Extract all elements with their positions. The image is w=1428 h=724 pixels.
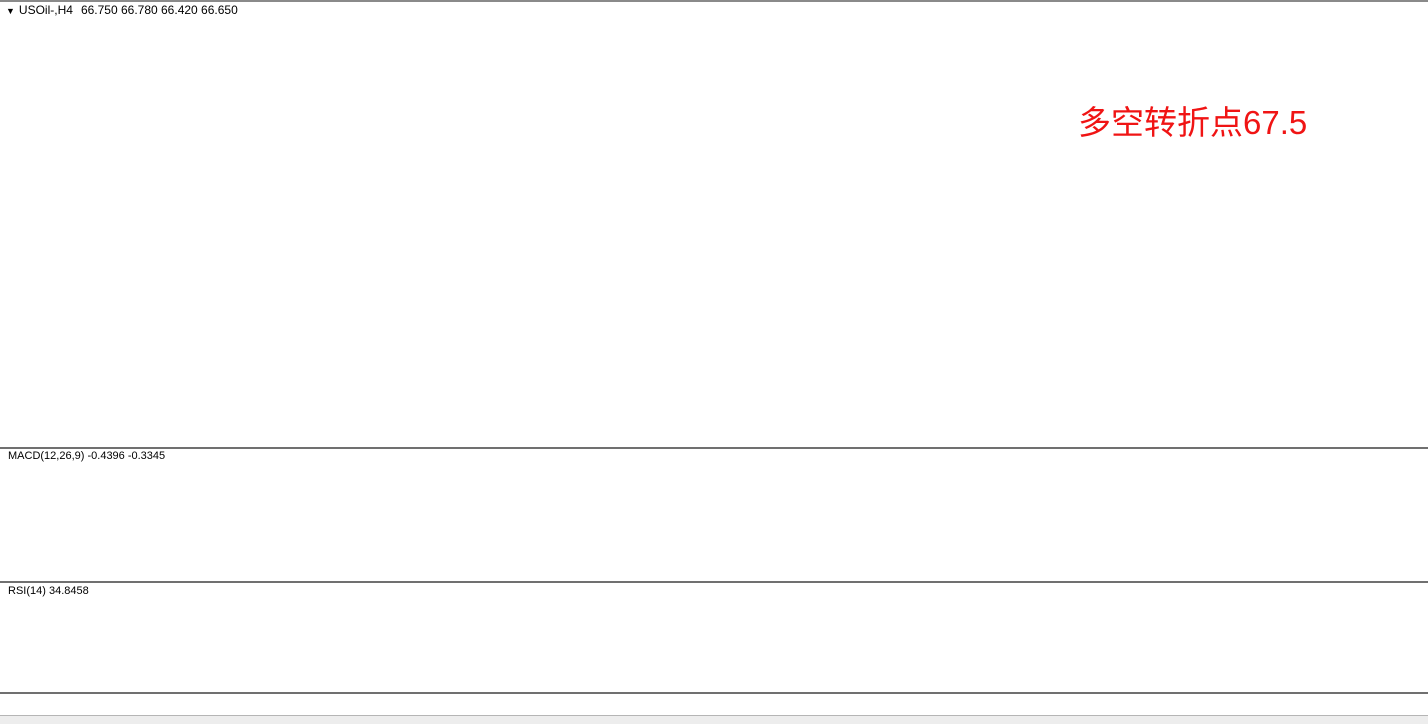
window-bottom-strip	[0, 715, 1428, 724]
symbol-period-label: USOil-,H4	[18, 3, 73, 17]
macd-indicator-label: MACD(12,26,9) -0.4396 -0.3345	[8, 450, 165, 462]
time-axis-separator	[0, 692, 1428, 694]
rsi-panel-separator[interactable]	[0, 581, 1428, 583]
ohlc-values: 66.750 66.780 66.420 66.650	[80, 3, 238, 17]
macd-panel-separator[interactable]	[0, 447, 1428, 449]
rsi-indicator-label: RSI(14) 34.8458	[8, 585, 89, 597]
symbol-ohlc-label: ▼ USOil-,H4 66.750 66.780 66.420 66.650	[6, 3, 238, 17]
rsi-name: RSI(14)	[8, 585, 46, 597]
chart-text-annotation[interactable]: 多空转折点67.5	[1078, 104, 1308, 141]
symbol-dropdown-icon[interactable]: ▼	[6, 6, 15, 16]
macd-values: -0.4396 -0.3345	[87, 450, 166, 462]
rsi-value: 34.8458	[48, 585, 89, 597]
macd-name: MACD(12,26,9)	[8, 450, 85, 462]
window-top-border	[0, 0, 1428, 2]
